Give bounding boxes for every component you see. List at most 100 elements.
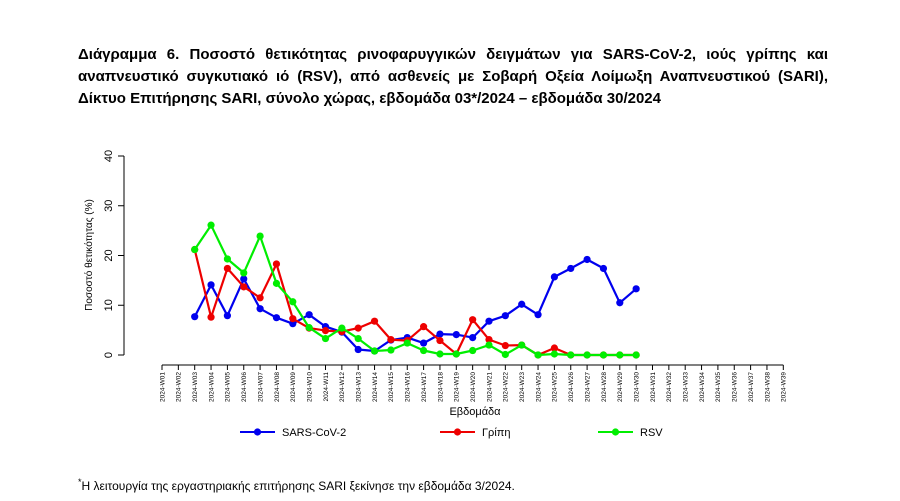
footnote-marker: * <box>78 477 82 487</box>
data-point <box>485 335 493 344</box>
data-point <box>583 351 591 359</box>
x-tick-label: 2024-W03 <box>192 372 199 402</box>
data-point <box>191 313 199 321</box>
data-point <box>436 350 444 358</box>
x-tick-label: 2024-W27 <box>584 372 591 402</box>
data-point <box>420 346 428 355</box>
data-point <box>485 341 493 349</box>
data-point <box>518 300 526 308</box>
data-point <box>272 260 281 268</box>
x-tick-label: 2024-W18 <box>437 372 444 402</box>
x-tick-label: 2024-W17 <box>421 372 428 402</box>
legend-marker <box>253 428 262 436</box>
data-point <box>321 327 330 335</box>
x-tick-label: 2024-W04 <box>208 372 215 402</box>
data-point <box>534 311 542 319</box>
series-line <box>193 258 637 353</box>
series-SARS-CoV-2 <box>191 255 640 355</box>
y-tick-label: 30 <box>103 200 115 212</box>
x-tick-label: 2024-W01 <box>159 372 166 402</box>
data-point <box>550 344 559 352</box>
x-tick-label: 2024-W10 <box>306 372 313 402</box>
data-point <box>420 339 428 347</box>
data-point <box>354 345 362 354</box>
data-point <box>616 351 624 359</box>
data-point <box>256 305 264 313</box>
data-point <box>387 346 395 354</box>
x-tick-label: 2024-W05 <box>225 372 232 402</box>
data-point <box>534 351 542 359</box>
data-point <box>289 298 297 306</box>
data-point <box>469 316 477 324</box>
x-tick-label: 2024-W29 <box>617 372 624 402</box>
data-point <box>354 324 362 332</box>
data-point <box>403 339 411 347</box>
data-point <box>223 255 231 263</box>
x-tick-label: 2024-W19 <box>454 372 461 402</box>
footnote: *Η λειτουργία της εργαστηριακής επιτήρησ… <box>78 477 515 493</box>
legend-item: RSV <box>598 427 663 439</box>
x-tick-label: 2024-W32 <box>666 372 673 402</box>
legend-marker <box>611 428 620 436</box>
data-point <box>256 232 264 240</box>
data-point <box>632 285 640 293</box>
series-line <box>193 249 637 357</box>
x-tick-label: 2024-W26 <box>568 372 575 402</box>
x-tick-label: 2024-W23 <box>519 372 526 402</box>
y-tick-label: 20 <box>103 249 115 261</box>
y-tick-label: 10 <box>103 299 115 311</box>
data-point <box>567 264 575 273</box>
data-point <box>240 275 248 283</box>
data-point <box>436 336 444 345</box>
data-point <box>501 350 509 359</box>
x-tick-label: 2024-W35 <box>715 372 722 402</box>
data-point <box>501 341 509 350</box>
data-point <box>469 333 477 342</box>
x-tick-label: 2024-W37 <box>748 372 755 402</box>
x-tick-label: 2024-W28 <box>601 372 608 402</box>
data-point <box>289 320 297 328</box>
data-point <box>256 294 264 302</box>
data-point <box>223 312 231 320</box>
data-point <box>370 317 379 325</box>
x-tick-label: 2024-W31 <box>650 372 657 402</box>
y-tick-label: 0 <box>103 352 115 358</box>
data-point <box>452 331 460 339</box>
y-axis-label: Ποσοστό θετικότητας (%) <box>83 199 95 311</box>
x-tick-label: 2024-W24 <box>535 372 542 402</box>
x-tick-label: 2024-W34 <box>699 372 706 402</box>
x-tick-label: 2024-W20 <box>470 372 477 402</box>
data-point <box>272 279 281 287</box>
data-point <box>616 299 624 307</box>
x-tick-label: 2024-W30 <box>633 372 640 402</box>
data-point <box>501 312 509 320</box>
legend-marker <box>453 428 462 436</box>
data-point <box>338 324 346 332</box>
data-point <box>632 351 640 359</box>
footnote-text: Η λειτουργία της εργαστηριακής επιτήρηση… <box>81 479 515 493</box>
x-tick-label: 2024-W13 <box>356 372 363 402</box>
legend: SARS-CoV-2 Γρίπη RSV <box>240 427 663 439</box>
legend-label: Γρίπη <box>482 427 510 439</box>
data-point <box>567 351 575 359</box>
legend-item: SARS-CoV-2 <box>240 427 346 439</box>
data-point <box>550 273 559 281</box>
data-point <box>272 314 281 322</box>
x-axis-label: Εβδομάδα <box>449 406 501 418</box>
series-layer <box>191 221 640 359</box>
x-axis: 2024-W01 2024-W02 2024-W03 2024-W04 2024-W05… <box>159 364 788 402</box>
data-point <box>469 346 477 355</box>
data-point <box>436 330 444 338</box>
x-tick-label: 2024-W38 <box>764 372 771 402</box>
x-tick-label: 2024-W21 <box>486 372 493 402</box>
legend-item: Γρίπη <box>440 427 510 439</box>
legend-label: RSV <box>640 427 663 439</box>
series-line <box>193 224 637 357</box>
data-point <box>420 323 428 331</box>
x-tick-label: 2024-W02 <box>176 372 183 402</box>
data-point <box>370 347 379 355</box>
data-point <box>485 317 493 325</box>
x-tick-label: 2024-W36 <box>732 372 739 402</box>
x-tick-label: 2024-W39 <box>781 372 788 402</box>
